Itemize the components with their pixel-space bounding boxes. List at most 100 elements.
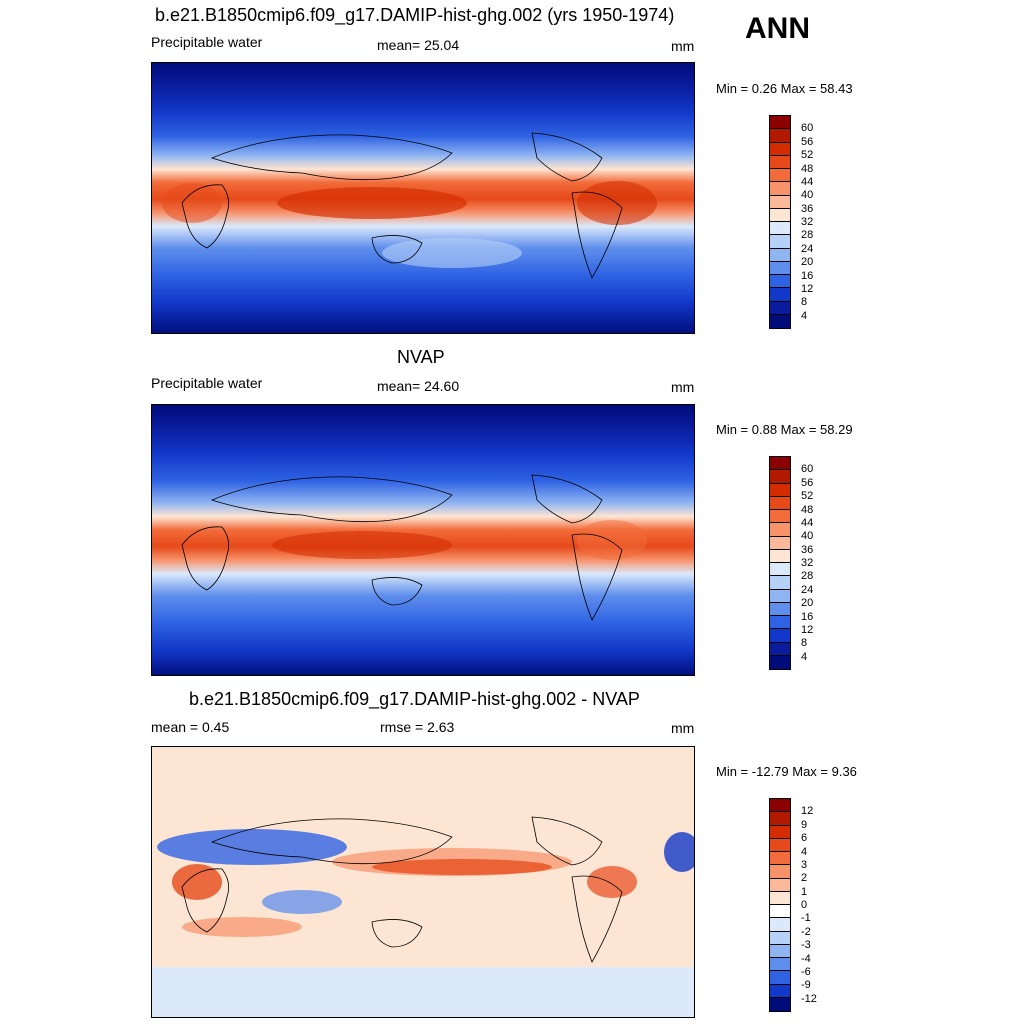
colorbar-swatch: [770, 536, 790, 550]
colorbar-swatch: [770, 563, 790, 577]
colorbar-tick-label: 0: [801, 899, 808, 911]
colorbar-tick-label: 32: [801, 557, 814, 569]
colorbar-tick-label: 48: [801, 162, 814, 175]
panel1-mean-label: mean= 25.04: [377, 37, 460, 53]
colorbar-tick-label: 32: [801, 216, 814, 228]
colorbar-tick-label: 36: [801, 202, 814, 215]
colorbar-swatch: [770, 616, 790, 630]
colorbar-tick-label: 60: [801, 122, 814, 135]
panel1-map-field: [152, 63, 694, 333]
colorbar-swatch: [770, 182, 790, 196]
colorbar-swatch: [770, 944, 790, 958]
panel2-colorbar-labels: 60 56 52 48 44 40 36 32 28 24 20 16 12 8 4: [801, 456, 841, 670]
panel2-variable-label: Precipitable water: [151, 375, 263, 391]
colorbar-tick-label: 28: [801, 570, 814, 583]
panel2-colorbar: [769, 456, 791, 670]
panel1-units: mm: [671, 38, 695, 54]
colorbar-tick-label: 4: [801, 650, 808, 663]
panel3-min-max: Min = -12.79 Max = 9.36: [716, 764, 857, 779]
colorbar-tick-label: -2: [801, 925, 811, 938]
colorbar-tick-label: -6: [801, 965, 811, 978]
panel1-map: [151, 62, 695, 334]
colorbar-swatch: [770, 116, 790, 130]
colorbar-tick-label: 48: [801, 503, 814, 516]
colorbar-tick-label: 20: [801, 256, 814, 269]
colorbar-tick-label: 56: [801, 135, 814, 148]
colorbar-swatch: [770, 301, 790, 315]
colorbar-tick-label: 16: [801, 610, 814, 623]
colorbar-tick-label: 4: [801, 309, 808, 322]
colorbar-swatch: [770, 261, 790, 275]
panel3-units: mm: [671, 720, 695, 736]
panel2-mean-label: mean= 24.60: [377, 378, 460, 394]
colorbar-swatch: [770, 195, 790, 209]
panel3-colorbar-labels: 12 9 6 4 3 2 1 0 -1 -2 -3 -4 -6 -9 -12: [801, 798, 841, 1012]
panel1-variable-label: Precipitable water: [151, 34, 263, 50]
panel3-colorbar: [769, 798, 791, 1012]
colorbar-swatch: [770, 589, 790, 603]
colorbar-tick-label: 2: [801, 872, 808, 885]
colorbar-tick-label: 12: [801, 282, 814, 295]
colorbar-swatch: [770, 918, 790, 932]
colorbar-swatch: [770, 248, 790, 262]
colorbar-swatch: [770, 655, 790, 669]
colorbar-tick-label: 24: [801, 242, 814, 255]
colorbar-swatch: [770, 222, 790, 236]
panel2-min-max: Min = 0.88 Max = 58.29: [716, 422, 853, 437]
colorbar-swatch: [770, 235, 790, 249]
colorbar-swatch: [770, 549, 790, 563]
colorbar-tick-label: 16: [801, 269, 814, 282]
colorbar-tick-label: 24: [801, 583, 814, 596]
panel2-title: NVAP: [397, 347, 445, 367]
colorbar-swatch: [770, 997, 790, 1011]
colorbar-tick-label: 9: [801, 818, 808, 831]
colorbar-tick-label: 40: [801, 189, 814, 202]
colorbar-tick-label: 36: [801, 543, 814, 556]
panel3-map-field: [152, 747, 694, 1017]
panel1-colorbar-labels: 60 56 52 48 44 40 36 32 28 24 20 16 12 8 4: [801, 115, 841, 329]
colorbar-swatch: [770, 169, 790, 183]
colorbar-swatch: [770, 457, 790, 471]
colorbar-swatch: [770, 208, 790, 222]
colorbar-swatch: [770, 510, 790, 524]
colorbar-tick-label: 6: [801, 832, 808, 845]
colorbar-swatch: [770, 642, 790, 656]
colorbar-swatch: [770, 142, 790, 156]
colorbar-tick-label: -9: [801, 979, 811, 992]
panel2-units: mm: [671, 379, 695, 395]
panel3-title: b.e21.B1850cmip6.f09_g17.DAMIP-hist-ghg.…: [189, 689, 640, 709]
colorbar-swatch: [770, 483, 790, 497]
panel3-mean-label: mean = 0.45: [151, 719, 230, 735]
colorbar-swatch: [770, 931, 790, 945]
colorbar-swatch: [770, 878, 790, 892]
colorbar-tick-label: 44: [801, 175, 814, 188]
colorbar-swatch: [770, 523, 790, 537]
colorbar-tick-label: 12: [801, 623, 814, 636]
colorbar-swatch: [770, 984, 790, 998]
colorbar-swatch: [770, 852, 790, 866]
colorbar-swatch: [770, 905, 790, 919]
colorbar-tick-label: -1: [801, 912, 811, 925]
colorbar-swatch: [770, 576, 790, 590]
colorbar-tick-label: -12: [801, 992, 817, 1005]
colorbar-tick-label: 40: [801, 530, 814, 543]
colorbar-swatch: [770, 129, 790, 143]
colorbar-tick-label: 8: [801, 637, 808, 650]
colorbar-tick-label: 52: [801, 490, 814, 503]
colorbar-swatch: [770, 799, 790, 813]
colorbar-tick-label: 52: [801, 149, 814, 162]
colorbar-tick-label: -4: [801, 952, 811, 965]
colorbar-swatch: [770, 958, 790, 972]
colorbar-tick-label: 4: [801, 845, 808, 858]
panel2-map: [151, 404, 695, 676]
season-label: ANN: [745, 12, 810, 45]
colorbar-swatch: [770, 812, 790, 826]
colorbar-tick-label: 20: [801, 597, 814, 610]
colorbar-tick-label: 60: [801, 463, 814, 476]
panel1-title: b.e21.B1850cmip6.f09_g17.DAMIP-hist-ghg.…: [155, 5, 675, 25]
colorbar-swatch: [770, 275, 790, 289]
colorbar-swatch: [770, 602, 790, 616]
panel2-map-field: [152, 405, 694, 675]
colorbar-tick-label: 56: [801, 476, 814, 489]
colorbar-swatch: [770, 838, 790, 852]
